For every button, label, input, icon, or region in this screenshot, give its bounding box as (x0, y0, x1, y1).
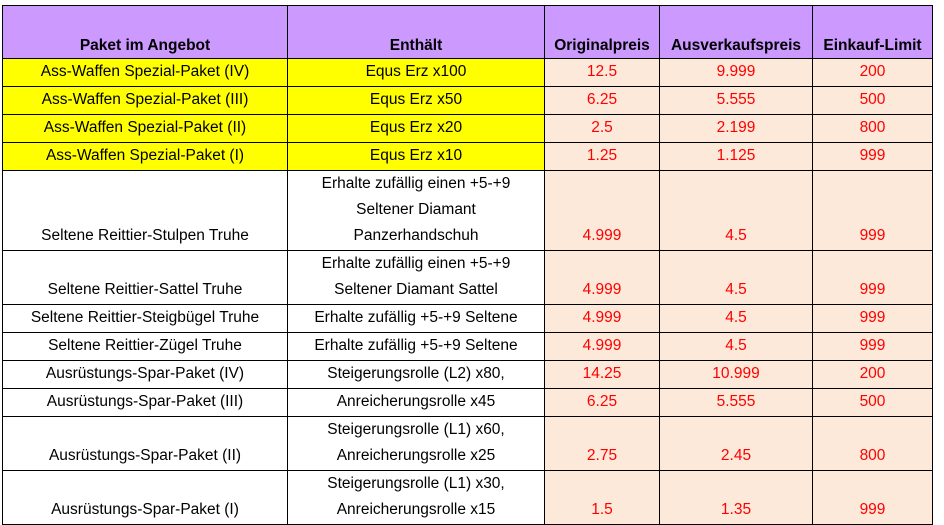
contents-line: Anreicherungsrolle x15 (336, 501, 496, 518)
package-name-cell: Seltene Reittier-Sattel Truhe (2, 250, 288, 305)
contents-cell: Steigerungsrolle (L1) x60, Anreicherungsr… (287, 416, 545, 471)
purchase-limit-cell: 200 (812, 58, 933, 87)
package-name-cell: Ausrüstungs-Spar-Paket (IV) (2, 360, 288, 389)
purchase-limit-cell: 999 (812, 332, 933, 361)
contents-cell: Erhalte zufällig einen +5-+9 Seltener Dia… (287, 170, 545, 251)
original-price-cell: 12.5 (544, 58, 660, 87)
table-row: Ausrüstungs-Spar-Paket (IV) Steigerungsro… (2, 360, 933, 389)
contents-line: Erhalte zufällig +5-+9 Seltene (314, 309, 518, 326)
sale-price-cell: 2.45 (659, 416, 813, 471)
contents-line: Equs Erz x50 (369, 91, 463, 108)
sale-price-cell: 4.5 (659, 332, 813, 361)
sale-price-cell: 4.5 (659, 250, 813, 305)
contents-cell: Equs Erz x20 (287, 114, 545, 143)
contents-line: Panzerhandschuh (353, 227, 479, 244)
header-contents: Enthält (287, 5, 545, 59)
sale-price-cell: 9.999 (659, 58, 813, 87)
header-package: Paket im Angebot (2, 5, 288, 59)
contents-line: Seltener Diamant (356, 201, 476, 218)
package-name-cell: Ass-Waffen Spezial-Paket (II) (2, 114, 288, 143)
contents-cell: Erhalte zufällig +5-+9 Seltene (287, 304, 545, 333)
contents-line: Seltener Diamant Sattel (334, 281, 498, 298)
contents-line: Anreicherungsrolle x45 (336, 393, 496, 410)
table-row: Ausrüstungs-Spar-Paket (I) Steigerungsrol… (2, 470, 933, 525)
table-row: Ausrüstungs-Spar-Paket (III) Anreicherung… (2, 388, 933, 417)
package-name-cell: Ass-Waffen Spezial-Paket (III) (2, 86, 288, 115)
package-price-table: Paket im Angebot Enthält Originalpreis A… (2, 5, 933, 525)
contents-line: Steigerungsrolle (L2) x80, (327, 365, 505, 382)
header-sale-price: Ausverkaufspreis (659, 5, 813, 59)
original-price-cell: 1.5 (544, 470, 660, 525)
original-price-cell: 2.5 (544, 114, 660, 143)
package-name-cell: Ass-Waffen Spezial-Paket (I) (2, 142, 288, 171)
contents-line: Steigerungsrolle (L1) x30, (327, 475, 505, 492)
contents-cell: Steigerungsrolle (L1) x30, Anreicherungsr… (287, 470, 545, 525)
contents-cell: Erhalte zufällig einen +5-+9 Seltener Dia… (287, 250, 545, 305)
contents-line: Equs Erz x100 (365, 63, 467, 80)
purchase-limit-cell: 200 (812, 360, 933, 389)
package-name-cell: Ausrüstungs-Spar-Paket (II) (2, 416, 288, 471)
table-row: Seltene Reittier-Steigbügel Truhe Erhalte… (2, 304, 933, 333)
package-name-cell: Seltene Reittier-Steigbügel Truhe (2, 304, 288, 333)
contents-cell: Erhalte zufällig +5-+9 Seltene (287, 332, 545, 361)
sale-price-cell: 1.125 (659, 142, 813, 171)
table-row: Seltene Reittier-Stulpen Truhe Erhalte zu… (2, 170, 933, 251)
package-name-cell: Ausrüstungs-Spar-Paket (III) (2, 388, 288, 417)
table-row: Ausrüstungs-Spar-Paket (II) Steigerungsro… (2, 416, 933, 471)
sale-price-cell: 5.555 (659, 86, 813, 115)
contents-cell: Equs Erz x100 (287, 58, 545, 87)
contents-line: Steigerungsrolle (L1) x60, (327, 421, 505, 438)
package-name-cell: Seltene Reittier-Zügel Truhe (2, 332, 288, 361)
table-row: Seltene Reittier-Zügel Truhe Erhalte zufä… (2, 332, 933, 361)
sale-price-cell: 4.5 (659, 304, 813, 333)
table-row: Ass-Waffen Spezial-Paket (II) Equs Erz x2… (2, 114, 933, 143)
sale-price-cell: 10.999 (659, 360, 813, 389)
purchase-limit-cell: 800 (812, 114, 933, 143)
contents-line: Equs Erz x10 (369, 147, 463, 164)
contents-line: Equs Erz x20 (369, 119, 463, 136)
table-row: Seltene Reittier-Sattel Truhe Erhalte zuf… (2, 250, 933, 305)
table-row: Ass-Waffen Spezial-Paket (IV) Equs Erz x1… (2, 58, 933, 87)
sale-price-cell: 2.199 (659, 114, 813, 143)
purchase-limit-cell: 500 (812, 86, 933, 115)
package-name-cell: Seltene Reittier-Stulpen Truhe (2, 170, 288, 251)
header-row: Paket im Angebot Enthält Originalpreis A… (2, 5, 933, 59)
table-body: Ass-Waffen Spezial-Paket (IV) Equs Erz x1… (2, 58, 933, 525)
contents-cell: Equs Erz x50 (287, 86, 545, 115)
package-name-cell: Ausrüstungs-Spar-Paket (I) (2, 470, 288, 525)
original-price-cell: 4.999 (544, 250, 660, 305)
original-price-cell: 6.25 (544, 388, 660, 417)
original-price-cell: 6.25 (544, 86, 660, 115)
original-price-cell: 14.25 (544, 360, 660, 389)
header-original-price: Originalpreis (544, 5, 660, 59)
table-row: Ass-Waffen Spezial-Paket (III) Equs Erz x… (2, 86, 933, 115)
original-price-cell: 1.25 (544, 142, 660, 171)
purchase-limit-cell: 999 (812, 170, 933, 251)
original-price-cell: 4.999 (544, 332, 660, 361)
contents-line: Anreicherungsrolle x25 (336, 447, 496, 464)
purchase-limit-cell: 800 (812, 416, 933, 471)
sale-price-cell: 4.5 (659, 170, 813, 251)
table-row: Ass-Waffen Spezial-Paket (I) Equs Erz x10… (2, 142, 933, 171)
purchase-limit-cell: 500 (812, 388, 933, 417)
sale-price-cell: 5.555 (659, 388, 813, 417)
purchase-limit-cell: 999 (812, 470, 933, 525)
contents-cell: Steigerungsrolle (L2) x80, (287, 360, 545, 389)
purchase-limit-cell: 999 (812, 304, 933, 333)
purchase-limit-cell: 999 (812, 250, 933, 305)
original-price-cell: 2.75 (544, 416, 660, 471)
header-purchase-limit: Einkauf-Limit (812, 5, 933, 59)
original-price-cell: 4.999 (544, 170, 660, 251)
contents-cell: Anreicherungsrolle x45 (287, 388, 545, 417)
purchase-limit-cell: 999 (812, 142, 933, 171)
package-name-cell: Ass-Waffen Spezial-Paket (IV) (2, 58, 288, 87)
sale-price-cell: 1.35 (659, 470, 813, 525)
original-price-cell: 4.999 (544, 304, 660, 333)
contents-cell: Equs Erz x10 (287, 142, 545, 171)
contents-line: Erhalte zufällig +5-+9 Seltene (314, 337, 518, 354)
contents-line: Erhalte zufällig einen +5-+9 (321, 175, 511, 192)
contents-line: Erhalte zufällig einen +5-+9 (321, 255, 511, 272)
